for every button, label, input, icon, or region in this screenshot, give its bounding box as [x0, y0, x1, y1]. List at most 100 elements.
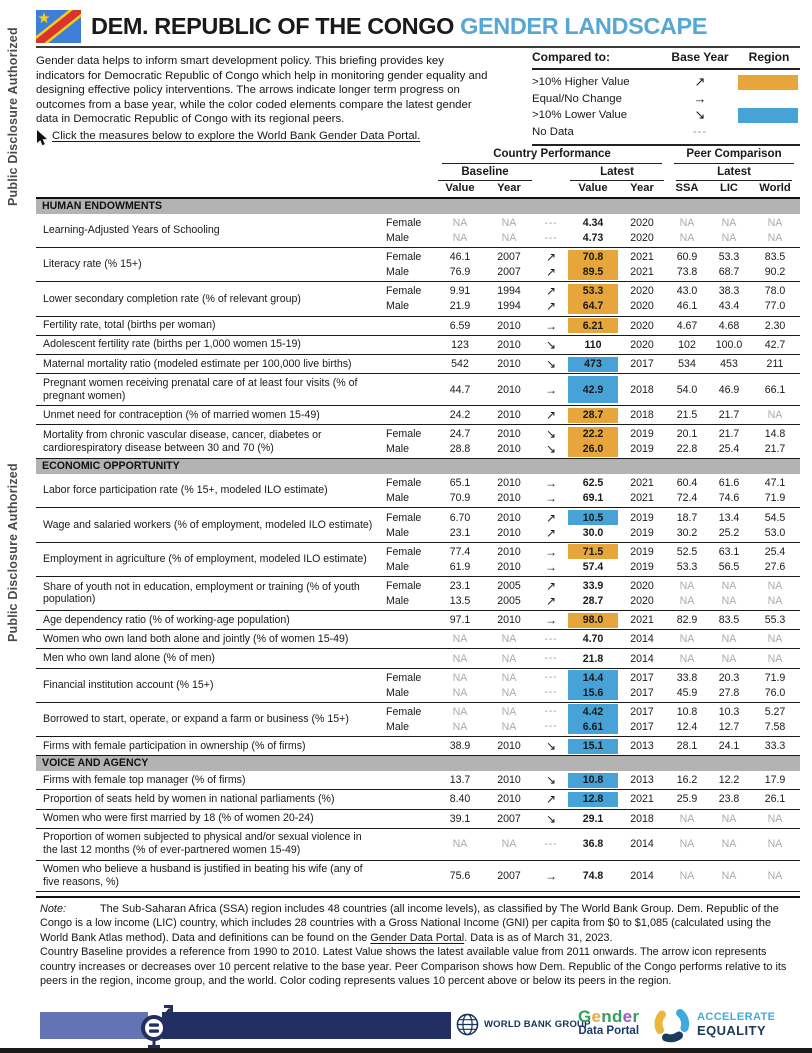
note-divider — [36, 896, 800, 898]
indicator-label[interactable]: Proportion of seats held by women in nat… — [43, 793, 335, 806]
world-bank-logo: WORLD BANK GROUP — [456, 1013, 591, 1036]
public-disclosure-strip-bottom: Public Disclosure Authorized — [6, 463, 20, 642]
indicator-label[interactable]: Women who own land both alone and jointl… — [43, 632, 349, 645]
table-row[interactable]: Share of youth not in education, employm… — [36, 577, 800, 612]
note-block: Note: The Sub-Saharan Africa (SSA) region… — [40, 902, 798, 988]
table-row[interactable]: Proportion of women subjected to physica… — [36, 829, 800, 861]
indicator-label[interactable]: Wage and salaried workers (% of employme… — [43, 518, 373, 531]
indicator-label[interactable]: Borrowed to start, operate, or expand a … — [43, 712, 349, 725]
latest-value-cell: 33.9 — [582, 579, 604, 592]
trend-arrow-icon: ↗ — [545, 299, 557, 314]
indicator-label[interactable]: Employment in agriculture (% of employme… — [43, 552, 367, 565]
table-row[interactable]: Literacy rate (% 15+) Female 46.1 2007 ↗ 70.8… — [36, 248, 800, 283]
col-baseline-value: Value — [445, 182, 475, 194]
indicator-label[interactable]: Proportion of women subjected to physica… — [43, 831, 362, 857]
table-row[interactable]: Firms with female top manager (% of firm… — [36, 771, 800, 791]
table-row[interactable]: Adolescent fertility rate (births per 1,… — [36, 336, 800, 355]
table-row[interactable]: Learning-Adjusted Years of Schooling Fema… — [36, 214, 800, 249]
table-row[interactable]: Financial institution account (% 15+) Fem… — [36, 669, 800, 703]
legend-row: >10% Lower Value ↘ — [532, 107, 800, 124]
indicator-label[interactable]: Women who were first married by 18 (% of… — [43, 812, 314, 825]
legend-row: No Data --- — [532, 124, 800, 141]
indicator-values-row: 24.2 2010 ↗ 28.7 2018 21.5 21.7 NA — [384, 407, 800, 423]
gender-label: Male — [386, 300, 409, 313]
table-row[interactable]: Lower secondary completion rate (% of re… — [36, 282, 800, 317]
table-row[interactable]: Mortality from chronic vascular disease,… — [36, 425, 800, 460]
indicator-values-row: Female 24.7 2010 ↘ 22.2 2019 20.1 21.7 14.8 — [386, 426, 786, 442]
indicator-label[interactable]: Labor force participation rate (% 15+, m… — [43, 484, 328, 497]
indicator-values-row: Male NA NA --- 15.6 2017 45.9 27.8 76.0 — [386, 685, 786, 701]
indicator-label[interactable]: Literacy rate (% 15+) — [43, 258, 142, 271]
gender-label: Female — [386, 511, 422, 524]
table-row[interactable]: Pregnant women receiving prenatal care o… — [36, 374, 800, 406]
indicator-label[interactable]: Pregnant women receiving prenatal care o… — [43, 376, 358, 402]
legend-arrow-icon: ↗ — [694, 74, 706, 90]
trend-arrow-icon: → — [545, 382, 557, 397]
indicator-label[interactable]: Men who own land alone (% of men) — [43, 652, 215, 665]
table-row[interactable]: Wage and salaried workers (% of employme… — [36, 508, 800, 543]
indicator-values-row: Male 23.1 2010 ↗ 30.0 2019 30.2 25.2 53.0 — [386, 525, 786, 540]
table-row[interactable]: Maternal mortality ratio (modeled estima… — [36, 355, 800, 375]
latest-value-cell: 21.8 — [582, 652, 604, 665]
legend-arrow-icon: ↘ — [694, 107, 706, 123]
gender-data-portal-link[interactable]: Gender Data Portal — [370, 931, 465, 944]
gender-label: Male — [386, 720, 409, 733]
latest-value-cell: 28.7 — [582, 594, 604, 607]
table-row[interactable]: Proportion of seats held by women in nat… — [36, 790, 800, 810]
indicator-label[interactable]: Mortality from chronic vascular disease,… — [43, 428, 322, 454]
gender-equality-symbol-icon — [141, 1005, 173, 1052]
page-title: DEM. REPUBLIC OF THE CONGO GENDER LANDSC… — [91, 13, 708, 39]
table-row[interactable]: Unmet need for contraception (% of marri… — [36, 406, 800, 426]
latest-value-cell: 15.6 — [568, 685, 618, 701]
legend-color-swatch — [738, 75, 798, 90]
section-header: HUMAN ENDOWMENTS — [36, 199, 800, 214]
indicator-label[interactable]: Unmet need for contraception (% of marri… — [43, 408, 320, 421]
indicator-values-row: 13.7 2010 ↘ 10.8 2013 16.2 12.2 17.9 — [384, 772, 800, 788]
legend-color-swatch — [738, 92, 798, 107]
trend-arrow-icon: --- — [544, 838, 558, 850]
latest-value-cell: 4.73 — [582, 232, 604, 245]
gender-label — [384, 613, 436, 628]
indicator-label[interactable]: Maternal mortality ratio (modeled estima… — [43, 357, 352, 370]
col-latest-year: Year — [630, 182, 654, 194]
latest-value-cell: 110 — [584, 338, 602, 351]
table-row[interactable]: Men who own land alone (% of men) NA NA ---… — [36, 649, 800, 669]
indicator-label[interactable]: Share of youth not in education, employm… — [43, 580, 360, 606]
header-divider — [36, 46, 800, 49]
gender-label — [384, 773, 436, 788]
gender-label: Male — [386, 594, 409, 607]
trend-arrow-icon: --- — [544, 217, 558, 229]
page-header: DEM. REPUBLIC OF THE CONGO GENDER LANDSC… — [36, 10, 800, 43]
indicator-label[interactable]: Fertility rate, total (births per woman) — [43, 319, 216, 332]
gender-label: Female — [386, 671, 422, 684]
indicator-label[interactable]: Women who believe a husband is justified… — [43, 863, 363, 888]
gender-label: Female — [386, 705, 422, 718]
indicator-values-row: Female NA NA --- 4.42 2017 10.8 10.3 5.27 — [386, 704, 786, 720]
table-row[interactable]: Age dependency ratio (% of working-age p… — [36, 611, 800, 631]
table-row[interactable]: Women who were first married by 18 (% of… — [36, 810, 800, 829]
gender-label: Male — [386, 266, 409, 279]
indicator-label[interactable]: Firms with female participation in owner… — [43, 739, 306, 752]
table-row[interactable]: Labor force participation rate (% 15+, m… — [36, 474, 800, 509]
table-row[interactable]: Employment in agriculture (% of employme… — [36, 543, 800, 577]
table-row[interactable]: Firms with female participation in owner… — [36, 737, 800, 757]
indicator-label[interactable]: Financial institution account (% 15+) — [43, 678, 214, 691]
trend-arrow-icon: --- — [544, 706, 558, 718]
indicator-label[interactable]: Firms with female top manager (% of firm… — [43, 773, 246, 786]
table-row[interactable]: Women who believe a husband is justified… — [36, 861, 800, 893]
latest-value-cell: 57.4 — [582, 560, 604, 573]
page-bottom-edge — [0, 1048, 812, 1053]
indicator-values-row: Female 6.70 2010 ↗ 10.5 2019 18.7 13.4 54.5 — [386, 510, 786, 526]
baseline-header: Baseline — [461, 166, 509, 178]
indicator-label[interactable]: Learning-Adjusted Years of Schooling — [43, 224, 220, 237]
col-world: World — [759, 182, 791, 194]
table-row[interactable]: Fertility rate, total (births per woman)… — [36, 317, 800, 336]
table-row[interactable]: Borrowed to start, operate, or expand a … — [36, 703, 800, 737]
table-row[interactable]: Women who own land both alone and jointl… — [36, 630, 800, 650]
indicator-label[interactable]: Adolescent fertility rate (births per 1,… — [43, 338, 301, 351]
trend-arrow-icon: → — [545, 318, 557, 333]
gender-label — [384, 337, 436, 352]
indicator-label[interactable]: Lower secondary completion rate (% of re… — [43, 292, 301, 305]
indicator-label[interactable]: Age dependency ratio (% of working-age p… — [43, 613, 290, 626]
portal-link-line[interactable]: Click the measures below to explore the … — [36, 130, 506, 146]
